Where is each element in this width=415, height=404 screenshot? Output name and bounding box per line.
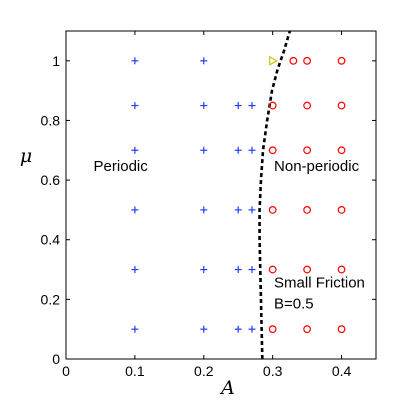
plus-marker — [131, 206, 139, 214]
x-axis-title: A — [219, 377, 235, 399]
circle-marker — [337, 146, 346, 155]
plus-marker — [248, 325, 256, 333]
plus-marker — [248, 146, 256, 154]
circle-marker — [268, 265, 277, 274]
x-tick-label: 0.3 — [263, 363, 283, 379]
plus-marker — [234, 146, 242, 154]
circle-marker — [289, 56, 298, 65]
plus-marker — [234, 266, 242, 274]
circle-marker — [337, 325, 346, 334]
circle-marker — [337, 206, 346, 214]
plus-marker — [234, 206, 242, 214]
plus-marker — [200, 146, 208, 154]
circle-marker — [303, 265, 312, 274]
plot-border — [65, 30, 377, 360]
circle-marker — [337, 56, 346, 65]
plus-marker — [200, 102, 208, 110]
plus-marker — [131, 325, 139, 333]
plus-marker — [234, 325, 242, 333]
annotation-label: Non-periodic — [274, 158, 360, 175]
boundary-layer — [258, 30, 292, 360]
phase-boundary-curve — [258, 30, 292, 360]
y-tick-label: 0.8 — [41, 112, 61, 128]
annotation-layer: Periodic Non-periodic Small Friction B=0.5 — [94, 158, 365, 312]
circle-marker — [303, 101, 312, 110]
plus-marker — [131, 57, 139, 65]
y-axis-title: μ — [20, 145, 32, 167]
y-tick-label: 0.4 — [41, 232, 61, 248]
annotation-label: Periodic — [94, 158, 149, 175]
circle-marker — [268, 101, 277, 110]
x-tick-label: 0.1 — [125, 363, 145, 379]
points-layer — [131, 55, 346, 334]
y-axis-ticks: 0 0.2 0.4 0.6 0.8 1 — [41, 53, 376, 367]
plus-marker — [248, 266, 256, 274]
triangle-marker — [269, 55, 278, 66]
x-tick-label: 0 — [62, 363, 70, 379]
y-tick-label: 0 — [52, 351, 60, 367]
plus-marker — [200, 206, 208, 214]
circle-marker — [303, 325, 312, 334]
annotation-label: B=0.5 — [274, 295, 314, 312]
x-tick-label: 0.4 — [332, 363, 352, 379]
y-tick-label: 0.2 — [41, 291, 61, 307]
x-tick-label: 0.2 — [194, 363, 214, 379]
circle-marker — [303, 206, 312, 214]
plus-marker — [200, 325, 208, 333]
circle-marker — [303, 146, 312, 155]
y-tick-label: 1 — [52, 53, 60, 69]
plus-marker — [131, 102, 139, 110]
circle-marker — [337, 101, 346, 110]
circle-marker — [268, 146, 277, 155]
plus-marker — [248, 102, 256, 110]
circle-marker — [268, 325, 277, 334]
x-axis-ticks: 0 0.1 0.2 0.3 0.4 — [62, 31, 351, 379]
plus-marker — [131, 266, 139, 274]
y-tick-label: 0.6 — [41, 172, 61, 188]
plus-marker — [131, 146, 139, 154]
circle-marker — [337, 265, 346, 274]
plus-marker — [200, 266, 208, 274]
plot-frame — [65, 30, 377, 360]
plus-marker — [248, 206, 256, 214]
circle-marker — [303, 56, 312, 65]
plus-marker — [200, 57, 208, 65]
circle-marker — [268, 206, 277, 214]
plus-marker — [234, 102, 242, 110]
annotation-label: Small Friction — [274, 274, 365, 291]
